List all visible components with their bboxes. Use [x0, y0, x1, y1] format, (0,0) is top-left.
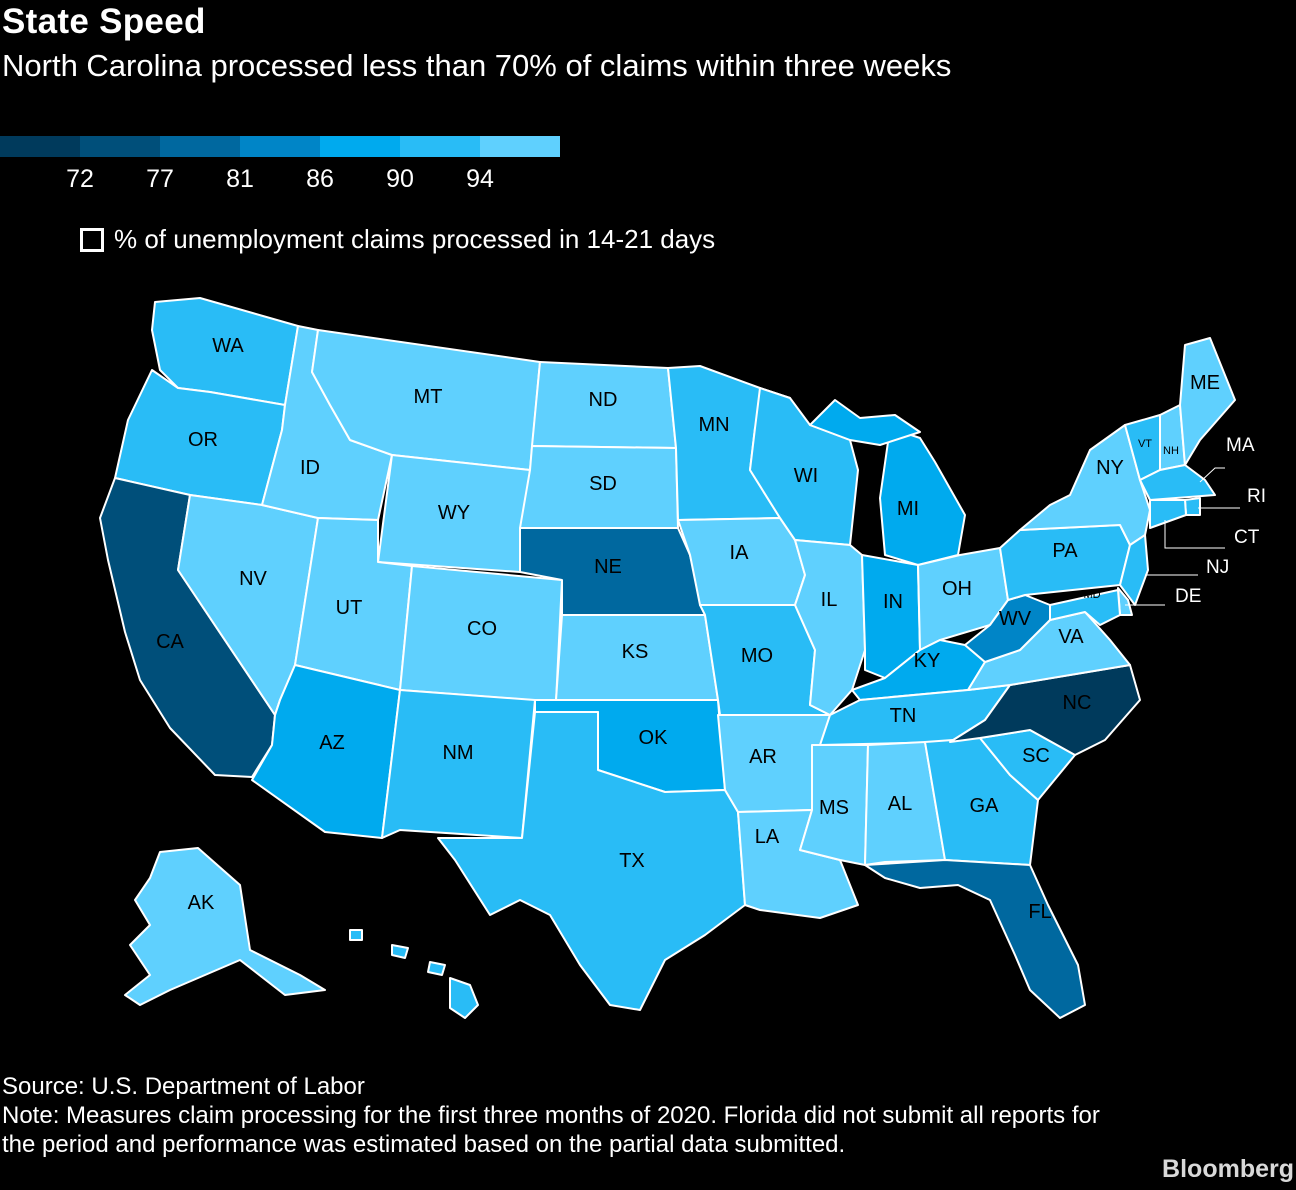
label-IA: IA [730, 542, 750, 564]
label-MS: MS [819, 797, 849, 819]
state-labels: WA OR CA NV ID MT WY UT AZ CO NM ND SD N… [156, 335, 1266, 923]
label-AR: AR [749, 746, 777, 768]
label-MA: MA [1226, 435, 1255, 456]
state-PA [999, 524, 1131, 601]
label-CT: CT [1234, 527, 1260, 548]
label-KS: KS [622, 641, 649, 663]
label-MO: MO [741, 645, 773, 667]
label-NH: NH [1163, 445, 1179, 457]
label-AK: AK [188, 892, 215, 914]
legend-swatch-1 [80, 136, 160, 157]
label-DE: DE [1175, 586, 1201, 607]
state-TX [437, 711, 746, 1011]
label-AZ: AZ [319, 732, 345, 754]
label-SD: SD [589, 473, 617, 495]
label-WA: WA [212, 335, 244, 357]
label-MI: MI [897, 498, 919, 520]
label-RI: RI [1247, 486, 1266, 507]
label-ND: ND [589, 389, 618, 411]
legend-tick-90: 90 [386, 165, 414, 193]
label-UT: UT [336, 597, 363, 619]
label-OH: OH [942, 578, 972, 600]
label-SC: SC [1022, 745, 1050, 767]
label-NY: NY [1096, 457, 1124, 479]
label-AL: AL [888, 793, 912, 815]
legend-key-swatch [80, 227, 104, 252]
state-NM [381, 689, 536, 839]
bloomberg-logo: Bloomberg [1162, 1155, 1294, 1183]
label-NE: NE [594, 556, 622, 578]
state-RI [1184, 497, 1201, 516]
label-MD: MD [1083, 589, 1100, 601]
legend-tick-86: 86 [306, 165, 334, 193]
legend-swatch-0 [0, 136, 80, 157]
label-OK: OK [639, 727, 669, 749]
label-IN: IN [883, 591, 903, 613]
state-HI-oahu [391, 944, 409, 959]
label-MT: MT [414, 386, 443, 408]
label-WV: WV [999, 608, 1032, 630]
label-VA: VA [1058, 626, 1084, 648]
label-NM: NM [442, 742, 473, 764]
label-NC: NC [1063, 692, 1092, 714]
label-LA: LA [755, 826, 780, 848]
label-GA: GA [970, 795, 1000, 817]
state-HI-kauai [349, 929, 363, 941]
leader-CT [1164, 520, 1225, 549]
legend-swatch-5 [400, 136, 480, 157]
legend-tick-77: 77 [146, 165, 174, 193]
legend-key: % of unemployment claims processed in 14… [80, 224, 715, 255]
legend-swatch-4 [320, 136, 400, 157]
label-NV: NV [239, 568, 267, 590]
legend-key-label: % of unemployment claims processed in 14… [114, 224, 716, 254]
label-WY: WY [438, 502, 470, 524]
state-MD [1049, 589, 1121, 626]
legend-swatch-2 [160, 136, 240, 157]
label-PA: PA [1052, 540, 1078, 562]
label-MN: MN [698, 414, 729, 436]
label-IL: IL [821, 589, 838, 611]
label-TX: TX [619, 850, 645, 872]
label-ME: ME [1190, 372, 1220, 394]
label-TN: TN [890, 705, 917, 727]
state-MI [879, 427, 966, 566]
label-KY: KY [914, 650, 941, 672]
legend-tick-72: 72 [66, 165, 94, 193]
state-HI [449, 977, 479, 1019]
label-VT: VT [1138, 438, 1152, 450]
label-CA: CA [156, 631, 184, 653]
chart-subtitle: North Carolina processed less than 70% o… [2, 48, 952, 83]
chart-title: State Speed [2, 2, 206, 41]
label-ID: ID [300, 457, 320, 479]
color-scale-legend [0, 136, 560, 157]
footer: Source: U.S. Department of Labor Note: M… [2, 1072, 1122, 1159]
state-MI-upper [809, 399, 921, 446]
state-AK [124, 847, 326, 1006]
state-CT [1149, 499, 1187, 529]
methodology-note: Note: Measures claim processing for the … [2, 1102, 1100, 1158]
legend-swatch-3 [240, 136, 320, 157]
label-CO: CO [467, 618, 497, 640]
color-scale-ticks: 72 77 81 86 90 94 [0, 165, 600, 195]
label-WI: WI [794, 465, 818, 487]
legend-tick-94: 94 [466, 165, 494, 193]
state-NC [949, 664, 1141, 756]
source-note: Source: U.S. Department of Labor [2, 1073, 365, 1100]
label-FL: FL [1028, 901, 1051, 923]
label-OR: OR [188, 429, 218, 451]
state-FL [864, 859, 1086, 1019]
leader-MA [1199, 467, 1225, 483]
label-NJ: NJ [1206, 557, 1229, 578]
legend-tick-81: 81 [226, 165, 254, 193]
state-HI-maui [427, 961, 446, 976]
state-NJ [1119, 534, 1149, 606]
legend-swatch-6 [480, 136, 560, 157]
